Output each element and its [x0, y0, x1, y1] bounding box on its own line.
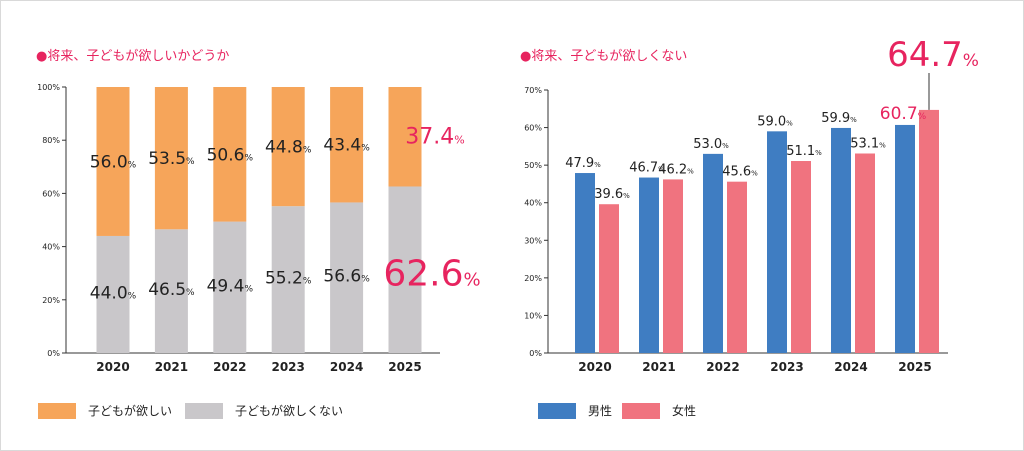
data-label-female: 51.1%	[786, 144, 822, 159]
y-tick-label-left: 100%	[37, 83, 60, 92]
x-tick-label-left: 2025	[388, 360, 421, 374]
data-label-male: 47.9%	[565, 156, 601, 171]
bar-not-want	[271, 206, 305, 353]
data-label-male: 46.7%	[629, 161, 665, 176]
data-label-male: 59.0%	[757, 114, 793, 129]
bar-male	[703, 153, 723, 353]
legend-want: 子どもが欲しい	[38, 402, 172, 419]
data-label-female: 53.1%	[850, 136, 886, 151]
y-tick-label-right: 0%	[529, 349, 542, 358]
data-label-not-want: 46.5%	[148, 280, 195, 300]
x-tick-label-left: 2021	[155, 360, 188, 374]
chart-title-left: ●将来、子どもが欲しいかどうか	[36, 49, 230, 64]
y-tick-label-left: 60%	[42, 189, 60, 198]
y-tick-label-left: 80%	[42, 136, 60, 145]
bar-want	[154, 87, 188, 230]
x-tick-label-left: 2024	[330, 360, 363, 374]
y-tick-label-right: 40%	[524, 199, 542, 208]
data-label-not-want: 55.2%	[265, 269, 312, 289]
data-label-not-want: 44.0%	[90, 283, 137, 303]
bar-not-want	[388, 186, 422, 353]
data-label-want: 53.5%	[148, 149, 195, 169]
legend-label-not-want: 子どもが欲しくない	[235, 404, 344, 418]
bar-female	[599, 204, 619, 353]
x-tick-label-right: 2020	[578, 360, 611, 374]
data-label-female: 46.2%	[658, 162, 694, 177]
bar-male	[639, 177, 659, 353]
legend-swatch-male	[538, 402, 576, 419]
data-label-not-want: 56.6%	[323, 267, 370, 287]
bar-male	[575, 173, 595, 353]
data-label-male: 60.7%	[880, 104, 927, 124]
data-label-male: 59.9%	[821, 111, 857, 126]
legend-label-female: 女性	[672, 404, 697, 418]
x-tick-label-left: 2022	[213, 360, 246, 374]
data-label-male: 53.0%	[693, 137, 729, 152]
bar-female	[791, 161, 811, 353]
data-label-want: 56.0%	[90, 152, 137, 172]
legend-label-want: 子どもが欲しい	[88, 404, 173, 418]
legend-swatch-want	[38, 402, 76, 419]
y-tick-label-left: 20%	[42, 296, 60, 305]
bar-not-want	[154, 229, 188, 353]
bar-want	[271, 87, 305, 207]
bar-male	[895, 124, 915, 353]
legend-swatch-female	[622, 402, 660, 419]
bar-want	[388, 87, 422, 187]
x-tick-label-right: 2021	[642, 360, 675, 374]
bar-not-want	[213, 221, 247, 353]
x-tick-label-right: 2022	[706, 360, 739, 374]
bar-female	[919, 109, 939, 353]
data-label-want: 37.4%	[405, 125, 464, 150]
x-tick-label-right: 2023	[770, 360, 803, 374]
data-label-want: 50.6%	[207, 145, 254, 165]
data-label-not-want: 49.4%	[207, 276, 254, 296]
y-tick-label-left: 40%	[42, 243, 60, 252]
bar-male	[831, 127, 851, 353]
bar-want	[213, 87, 247, 222]
data-label-not-want: 62.6%	[383, 254, 480, 295]
bar-not-want	[330, 202, 364, 353]
legend-male: 男性	[538, 402, 612, 419]
bar-want	[96, 87, 130, 236]
data-label-female: 45.6%	[722, 165, 758, 180]
chart-title-right: ●将来、子どもが欲しくない	[520, 49, 688, 64]
data-label-want: 44.8%	[265, 138, 312, 158]
y-tick-label-right: 50%	[524, 161, 542, 170]
bar-male	[767, 131, 787, 353]
y-tick-label-left: 0%	[47, 349, 60, 358]
x-tick-label-right: 2025	[898, 360, 931, 374]
data-label-female: 64.7%	[887, 35, 979, 75]
bar-want	[330, 87, 364, 203]
legend-label-male: 男性	[588, 404, 613, 418]
x-tick-label-left: 2020	[96, 360, 129, 374]
bar-not-want	[96, 235, 130, 353]
y-tick-label-right: 70%	[524, 86, 542, 95]
x-tick-label-right: 2024	[834, 360, 867, 374]
legend-swatch-not-want	[185, 402, 223, 419]
y-tick-label-right: 10%	[524, 311, 542, 320]
x-tick-label-left: 2023	[271, 360, 304, 374]
bar-female	[663, 179, 683, 353]
data-label-want: 43.4%	[323, 136, 370, 156]
bar-female	[727, 181, 747, 353]
data-label-female: 39.6%	[594, 187, 630, 202]
y-tick-label-right: 30%	[524, 236, 542, 245]
legend-female: 女性	[622, 402, 696, 419]
y-tick-label-right: 20%	[524, 274, 542, 283]
y-tick-label-right: 60%	[524, 124, 542, 133]
bar-female	[855, 153, 875, 353]
legend-not-want: 子どもが欲しくない	[185, 402, 343, 419]
